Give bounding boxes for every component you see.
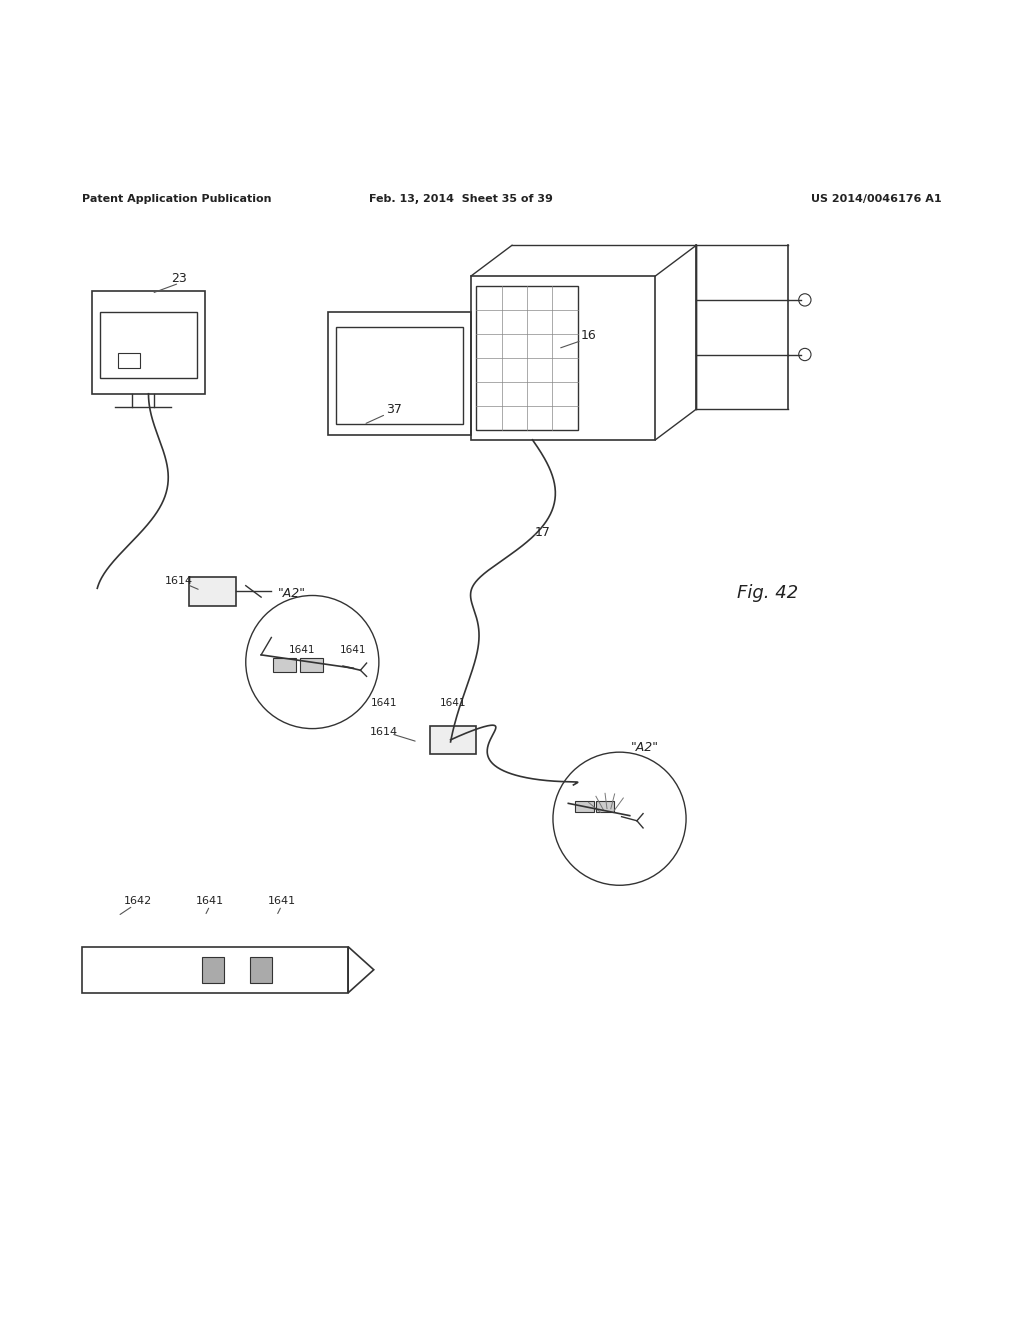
Text: Feb. 13, 2014  Sheet 35 of 39: Feb. 13, 2014 Sheet 35 of 39 (369, 194, 553, 205)
Text: Patent Application Publication: Patent Application Publication (82, 194, 271, 205)
Bar (100, 312, 197, 379)
Text: US 2014/0046176 A1: US 2014/0046176 A1 (811, 194, 942, 205)
Bar (471, 276, 655, 440)
Bar (82, 946, 348, 993)
Text: 23: 23 (171, 272, 187, 285)
Text: 1614: 1614 (370, 727, 398, 737)
Text: 1641: 1641 (371, 698, 397, 708)
Text: 1641: 1641 (439, 698, 466, 708)
Bar (476, 286, 578, 429)
Bar (273, 657, 296, 672)
Text: 17: 17 (535, 525, 551, 539)
Bar (189, 577, 236, 606)
Bar (250, 957, 272, 982)
Bar (92, 292, 205, 393)
Text: 1641: 1641 (289, 644, 315, 655)
Bar (336, 327, 463, 425)
Text: "A2": "A2" (278, 587, 306, 599)
Bar (430, 726, 476, 754)
Bar (328, 312, 471, 434)
Text: 1642: 1642 (124, 896, 153, 906)
Text: 1641: 1641 (267, 896, 296, 906)
Bar (118, 352, 140, 368)
Bar (575, 801, 594, 812)
Text: Fig. 42: Fig. 42 (737, 585, 799, 602)
Text: 16: 16 (581, 329, 597, 342)
Text: "A2": "A2" (631, 741, 659, 754)
Bar (300, 657, 323, 672)
Bar (202, 957, 224, 982)
Bar (596, 801, 614, 812)
Text: 1641: 1641 (340, 644, 367, 655)
Text: 1614: 1614 (165, 576, 194, 586)
Text: 1641: 1641 (196, 896, 224, 906)
Text: 37: 37 (386, 403, 402, 416)
